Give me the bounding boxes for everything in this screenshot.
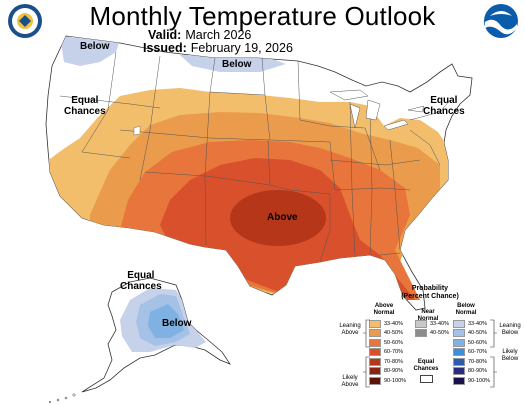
legend-row: 50-60% [453, 338, 490, 348]
legend-above-column: 33-40% 40-50% 50-60% 60-70% 70-80% 80-90… [369, 319, 406, 386]
legend-swatch [369, 348, 381, 357]
below-north-region [180, 55, 286, 72]
legend-row: 40-50% [415, 329, 449, 339]
legend-near-header: Near Normal [417, 309, 439, 322]
state-borders [59, 51, 451, 263]
legend-swatch [415, 329, 427, 338]
label-below-northwest: Below [80, 41, 110, 52]
legend-likely-below: Likely Below [501, 349, 519, 362]
legend-swatch [453, 376, 465, 385]
issued-line: Issued: February 19, 2026 [143, 41, 293, 55]
label-below-alaska: Below [162, 318, 192, 329]
aleutian-islands [48, 393, 76, 404]
valid-line: Valid: March 2026 [148, 28, 251, 42]
below-northwest-region [60, 36, 120, 66]
legend-above-bracket [363, 319, 370, 388]
legend-swatch [369, 367, 381, 376]
legend-swatch [415, 319, 427, 328]
legend-above-header: Above Normal [373, 303, 395, 316]
great-salt-lake [133, 125, 141, 136]
legend-row: 70-80% [369, 357, 406, 367]
legend-swatch [453, 367, 465, 376]
valid-value: March 2026 [185, 28, 252, 42]
legend-swatch [453, 329, 465, 338]
legend-near-column: 33-40% 40-50% [415, 319, 449, 338]
alaska-below-50-60-region [148, 304, 184, 338]
label-equal-west: Equal Chances [64, 95, 106, 117]
great-lakes [329, 89, 425, 131]
legend-likely-above: Likely Above [341, 375, 359, 388]
issued-value: February 19, 2026 [190, 41, 293, 55]
issued-label: Issued: [143, 41, 187, 55]
legend-title: Probability (Percent Chance) [401, 285, 459, 300]
legend-below-column: 33-40% 40-50% 50-60% 60-70% 70-80% 80-90… [453, 319, 490, 386]
label-equal-east: Equal Chances [423, 95, 465, 117]
above-70-80-region [230, 190, 326, 246]
label-equal-alaska: Equal Chances [120, 270, 162, 292]
legend-leaning-above: Leaning Above [339, 323, 361, 336]
legend-row: 80-90% [453, 367, 490, 377]
legend-row: 60-70% [369, 348, 406, 358]
legend-row: 60-70% [453, 348, 490, 358]
legend-swatch [369, 376, 381, 385]
legend-row: 50-60% [369, 338, 406, 348]
legend-swatch [369, 319, 381, 328]
page-title: Monthly Temperature Outlook [89, 1, 436, 31]
legend-equal-swatch [420, 375, 433, 383]
legend-row: 33-40% [369, 319, 406, 329]
legend-row: 40-50% [369, 329, 406, 339]
legend-row: 40-50% [453, 329, 490, 339]
legend-swatch [453, 319, 465, 328]
legend-row: 33-40% [415, 319, 449, 329]
legend-row: 80-90% [369, 367, 406, 377]
legend-below-header: Below Normal [455, 303, 477, 316]
valid-label: Valid: [148, 28, 182, 42]
legend-equal-header: Equal Chances [413, 359, 439, 372]
legend-swatch [369, 357, 381, 366]
commerce-seal-icon [8, 4, 42, 38]
legend-swatch [453, 357, 465, 366]
noaa-logo-icon [484, 4, 518, 38]
legend-swatch [369, 338, 381, 347]
legend-below-bracket [490, 319, 497, 388]
label-above-center: Above [267, 212, 298, 223]
legend-row: 90-100% [453, 376, 490, 386]
legend-row: 90-100% [369, 376, 406, 386]
legend-row: 70-80% [453, 357, 490, 367]
legend-swatch [453, 348, 465, 357]
label-below-north: Below [222, 59, 252, 70]
legend-swatch [369, 329, 381, 338]
legend-leaning-below: Leaning Below [499, 323, 521, 336]
legend-swatch [453, 338, 465, 347]
probability-legend: Probability (Percent Chance) Above Norma… [335, 285, 525, 405]
legend-row: 33-40% [453, 319, 490, 329]
